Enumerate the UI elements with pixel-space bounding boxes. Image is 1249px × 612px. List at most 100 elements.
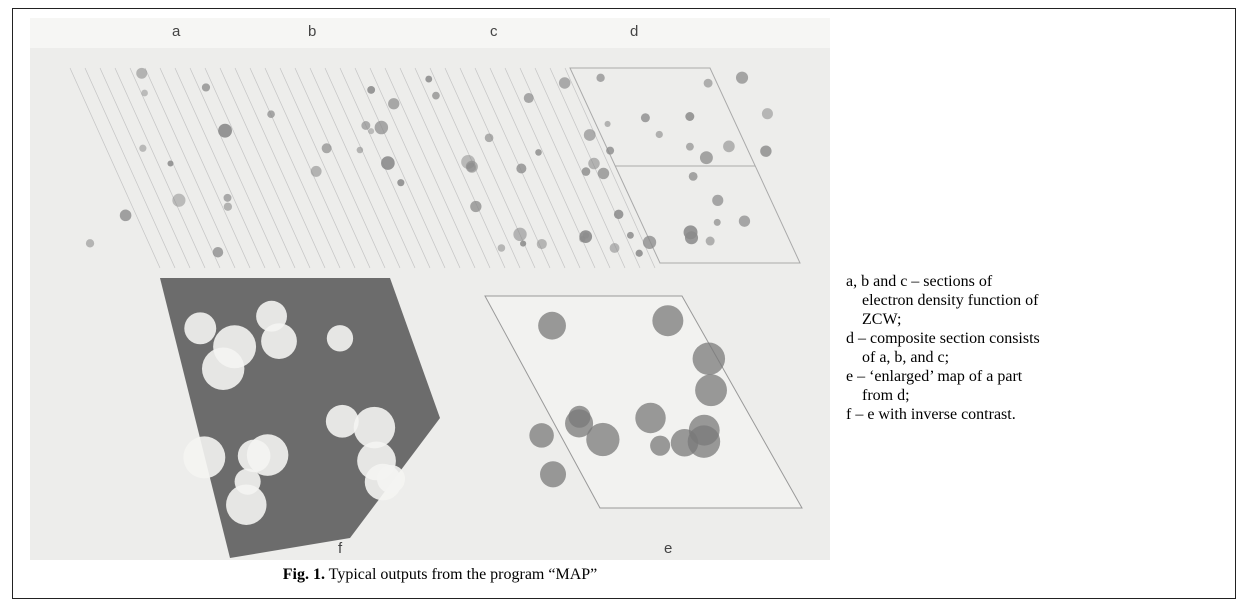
caption-text: Typical outputs from the program “MAP” bbox=[329, 566, 598, 583]
density-dot bbox=[86, 239, 94, 247]
inverse-peak bbox=[261, 323, 297, 359]
enlarged-peak bbox=[565, 409, 593, 437]
legend-item: f – e with inverse contrast. bbox=[846, 405, 1046, 424]
density-dot bbox=[582, 167, 591, 176]
inverse-peak bbox=[326, 405, 359, 438]
enlarged-peak bbox=[538, 312, 566, 340]
legend-item: a, b and c – sections of electron densit… bbox=[846, 272, 1046, 329]
legend-item: e – ‘enlarged’ map of a part from d; bbox=[846, 367, 1046, 405]
density-dot bbox=[461, 155, 475, 169]
enlarged-peak bbox=[650, 436, 670, 456]
density-dot bbox=[706, 237, 715, 246]
enlarged-peak bbox=[540, 461, 566, 487]
inverse-peak bbox=[183, 436, 225, 478]
density-dot bbox=[218, 124, 232, 138]
density-dot bbox=[559, 77, 570, 88]
density-dot bbox=[139, 145, 146, 152]
legend: a, b and c – sections of electron densit… bbox=[846, 272, 1046, 424]
figure-image: a b c d f e bbox=[30, 18, 830, 560]
density-dot bbox=[172, 194, 185, 207]
panel-label: e bbox=[664, 540, 672, 557]
density-dot bbox=[311, 166, 322, 177]
density-dot bbox=[762, 108, 773, 119]
density-dot bbox=[684, 225, 698, 239]
density-dot bbox=[224, 194, 232, 202]
panel-label: b bbox=[308, 23, 316, 40]
density-dot bbox=[588, 158, 600, 170]
density-dot bbox=[596, 74, 604, 82]
density-dot bbox=[643, 236, 656, 249]
density-dot bbox=[712, 195, 723, 206]
density-dot bbox=[375, 121, 388, 134]
density-dot bbox=[537, 239, 547, 249]
density-dot bbox=[516, 163, 526, 173]
density-dot bbox=[485, 134, 494, 143]
density-dot bbox=[498, 244, 506, 252]
density-dot bbox=[524, 93, 534, 103]
density-dot bbox=[579, 230, 592, 243]
inverse-peak bbox=[327, 325, 353, 351]
inverse-peak bbox=[184, 312, 216, 344]
density-dot bbox=[120, 210, 132, 222]
density-dot bbox=[700, 151, 713, 164]
density-dot bbox=[689, 172, 698, 181]
density-dot bbox=[605, 121, 611, 127]
inverse-peak bbox=[226, 485, 266, 525]
density-dot bbox=[167, 161, 173, 167]
density-dot bbox=[224, 203, 232, 211]
enlarged-peak bbox=[688, 425, 721, 458]
density-dot bbox=[598, 168, 609, 179]
panel-label: d bbox=[630, 23, 638, 40]
density-dot bbox=[432, 92, 440, 100]
density-dot bbox=[535, 149, 542, 156]
density-dot bbox=[685, 112, 694, 121]
density-dot bbox=[388, 98, 399, 109]
enlarged-peak bbox=[693, 342, 725, 374]
density-dot bbox=[397, 179, 404, 186]
density-dot bbox=[704, 79, 713, 88]
density-dot bbox=[470, 201, 481, 212]
density-dot bbox=[736, 72, 748, 84]
density-dot bbox=[213, 247, 224, 258]
panel-label: c bbox=[490, 23, 498, 40]
enlarged-peak bbox=[652, 305, 683, 336]
density-dot bbox=[357, 147, 363, 153]
panel-label: a bbox=[172, 23, 181, 40]
density-dot bbox=[714, 219, 721, 226]
density-dot bbox=[627, 232, 634, 239]
density-dot bbox=[136, 68, 147, 79]
density-dot bbox=[610, 243, 620, 253]
density-dot bbox=[202, 83, 210, 91]
inverse-peak bbox=[354, 407, 395, 448]
density-dot bbox=[322, 143, 332, 153]
density-dot bbox=[636, 250, 643, 257]
caption-label: Fig. 1. bbox=[283, 566, 325, 583]
page: a b c d f e Fig. 1. Typical outputs from… bbox=[0, 0, 1249, 612]
enlarged-peak bbox=[635, 403, 665, 433]
density-dot bbox=[760, 145, 771, 156]
density-dot bbox=[584, 129, 596, 141]
inverse-peak bbox=[247, 434, 289, 476]
density-dot bbox=[425, 76, 432, 83]
enlarged-peak bbox=[695, 374, 727, 406]
density-dot bbox=[656, 131, 663, 138]
density-dot bbox=[686, 143, 694, 151]
density-dot bbox=[520, 241, 526, 247]
enlarged-peak bbox=[529, 423, 554, 448]
density-dot bbox=[368, 128, 374, 134]
density-dot bbox=[513, 228, 526, 241]
density-dot bbox=[606, 147, 614, 155]
density-dot bbox=[723, 141, 735, 153]
density-dot bbox=[361, 121, 370, 130]
density-dot bbox=[367, 86, 375, 94]
image-band bbox=[30, 18, 830, 48]
density-dot bbox=[141, 90, 148, 97]
inverse-peak bbox=[365, 464, 402, 501]
density-dot bbox=[614, 210, 623, 219]
inverse-peak bbox=[213, 325, 256, 368]
density-dot bbox=[739, 216, 750, 227]
density-dot bbox=[267, 110, 275, 118]
density-dot bbox=[641, 113, 650, 122]
caption: Fig. 1. Typical outputs from the program… bbox=[0, 566, 880, 584]
density-dot bbox=[381, 156, 395, 170]
